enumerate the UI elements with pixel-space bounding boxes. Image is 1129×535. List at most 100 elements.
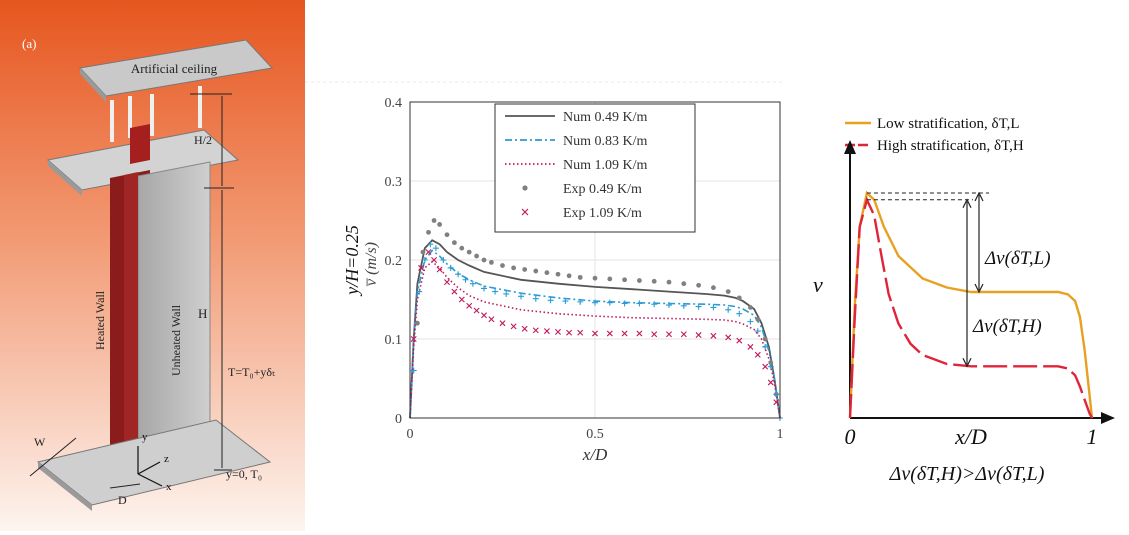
exp-point-cross [444, 279, 450, 286]
legend-marker-cross [521, 208, 529, 216]
sketch-x-tick-label: 1 [1087, 424, 1098, 449]
exp-point-plus [606, 299, 613, 306]
sketch-legend-label: Low stratification, δT,L [877, 116, 1020, 132]
exp-point-dot [566, 273, 572, 279]
exp-point-cross [680, 331, 687, 338]
exp-point-dot [755, 316, 761, 322]
y-tick-label: 0.2 [385, 254, 403, 269]
exp-point-dot [748, 305, 753, 310]
exp-point-cross [606, 330, 613, 337]
artificial-ceiling [79, 39, 273, 97]
exp-point-plus [680, 302, 687, 309]
exp-point-cross [451, 288, 458, 295]
sketch-x-arrow [1101, 412, 1115, 424]
tick-labels: 0 0.5 1 0 0.1 0.2 0.3 0.4 [385, 96, 784, 442]
base-label: y=0, T₀ [226, 467, 262, 481]
ceiling-label: Artificial ceiling [131, 61, 218, 76]
exp-point-cross [543, 328, 550, 335]
exp-point-cross [636, 330, 643, 337]
sketch-annotations: Δv(δT,L) Δv(δT,H) [866, 191, 1051, 368]
exp-point-cross [532, 327, 539, 334]
exp-point-cross [762, 363, 769, 370]
exp-point-dot [522, 267, 528, 272]
legend-box [494, 103, 696, 233]
exp-point-cross [425, 249, 432, 256]
exp-point-cross [566, 329, 573, 336]
sketch-series [848, 190, 1094, 419]
legend-marker-dot [522, 185, 528, 191]
y-tick-label: 0.1 [385, 333, 403, 348]
exp-point-cross [555, 328, 561, 335]
exp-point-plus [773, 391, 780, 398]
exp-point-plus [518, 293, 524, 300]
y-tick-label: 0 [395, 412, 402, 427]
exp-point-plus [621, 300, 628, 307]
exp-point-plus [695, 303, 702, 310]
delta-label-high: Δv(δT,H) [972, 316, 1042, 337]
num-series-line [409, 239, 781, 419]
exp-point-cross [418, 264, 425, 271]
exp-point-plus [547, 297, 554, 304]
ceiling-edge [80, 68, 106, 102]
exp-point-plus [503, 290, 510, 297]
plot-frame [409, 101, 781, 419]
exp-point-dot [466, 249, 472, 255]
legend-entry-label: Num 0.49 K/m [563, 110, 648, 125]
exp-point-dot [666, 279, 672, 285]
exp-point-cross [651, 331, 658, 338]
exp-point-dot [500, 263, 505, 268]
exp-point-dot [544, 270, 550, 276]
exp-point-cross [695, 332, 702, 339]
exp-point-plus [592, 299, 598, 306]
exp-point-dot [651, 278, 657, 284]
exp-point-dot [736, 295, 742, 301]
exp-point-cross [754, 351, 761, 358]
exp-point-dot [415, 320, 420, 326]
panel-tag: (a) [22, 36, 36, 51]
exp-point-cross [510, 323, 517, 330]
sketch-series-line [848, 196, 1094, 419]
exp-point-cross [436, 266, 443, 273]
schematic-panel: (a) Artificial ceiling Heated Wall Unhea… [0, 0, 305, 531]
exp-point-plus [492, 288, 499, 295]
base-plate-edge [38, 462, 92, 511]
sketch-x-tick-label: 0 [845, 424, 856, 449]
exp-point-dot [511, 265, 516, 271]
exp-point-plus [754, 328, 761, 335]
y-axis-label: y/H=0.25 [342, 225, 362, 297]
exp-point-dot [762, 336, 768, 342]
chart-series [409, 218, 783, 421]
exp-point-dot [444, 232, 450, 238]
unheated-wall-label: Unheated Wall [169, 304, 183, 376]
exp-point-cross [666, 331, 672, 338]
y-axis-unit-label: v̅ (m/s) [363, 242, 380, 287]
exp-point-cross [481, 312, 487, 319]
exp-point-plus [736, 310, 743, 317]
exp-point-plus [481, 285, 487, 292]
legend-entry-label: Exp 0.49 K/m [563, 182, 642, 197]
exp-point-plus [416, 288, 423, 295]
exp-point-cross [488, 316, 495, 323]
exp-point-cross [577, 329, 584, 336]
exp-point-dot [426, 229, 431, 235]
legend-entry-label: Exp 1.09 K/m [563, 206, 642, 221]
exp-point-plus [562, 298, 569, 305]
sketch-y-label: v [813, 272, 823, 297]
exp-point-plus [747, 318, 754, 325]
axis-x-label: x [166, 481, 172, 493]
dimension-lines [29, 93, 234, 489]
velocity-profile-chart: 0 0.5 1 0 0.1 0.2 0.3 0.4 x/D y/H=0.25 v̅ (m/s)… [305, 80, 805, 520]
exp-point-plus [710, 304, 717, 311]
exp-point-dot [420, 249, 426, 255]
exp-point-cross [466, 302, 473, 309]
sketch-series-line [848, 190, 1094, 419]
exp-point-cross [458, 296, 465, 303]
sketch-legend-label: High stratification, δT,H [877, 138, 1024, 154]
exp-point-dot [452, 240, 457, 246]
exp-point-dot [533, 268, 539, 274]
middle-plate-edge [48, 160, 82, 196]
gap-label: D [118, 493, 127, 507]
sketch-svg: Low stratification, δT,L High stratificat… [813, 116, 1115, 485]
exp-point-cross [431, 257, 438, 263]
sketch-x-label: x/D [954, 424, 987, 449]
